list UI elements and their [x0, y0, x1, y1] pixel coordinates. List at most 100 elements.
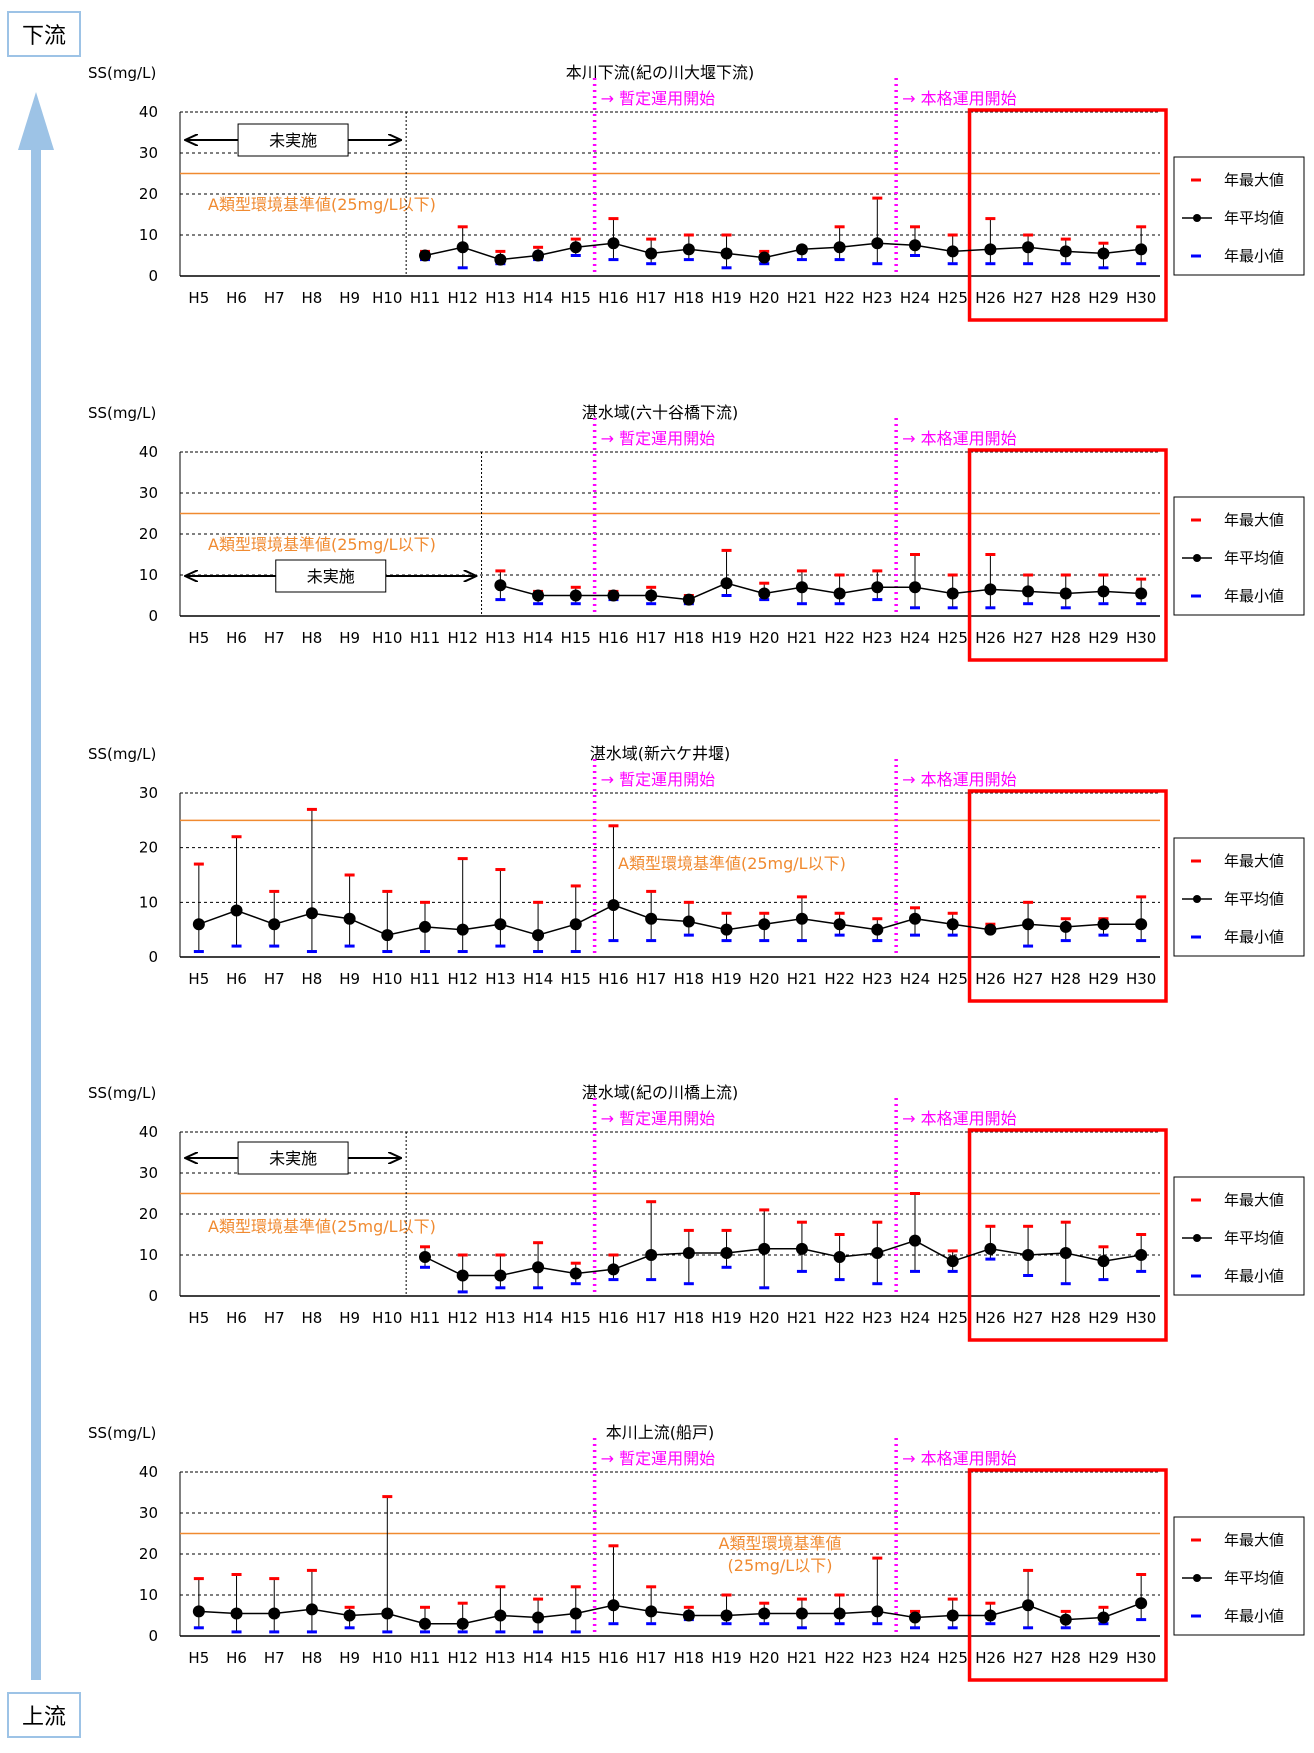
- x-tick-label: H14: [523, 1649, 553, 1667]
- x-tick-label: H25: [938, 289, 968, 307]
- mean-point: [720, 1609, 733, 1622]
- x-tick-label: H5: [188, 1309, 209, 1327]
- x-tick-label: H27: [1013, 1649, 1043, 1667]
- chart-title: 本川下流(紀の川大堰下流): [566, 63, 755, 82]
- x-tick-label: H9: [339, 629, 360, 647]
- flow-arrow-head: [18, 92, 54, 150]
- chart-title: 湛水域(紀の川橋上流): [582, 1083, 739, 1102]
- mean-point: [946, 587, 959, 600]
- mean-point: [268, 1607, 281, 1620]
- mean-point: [569, 1267, 582, 1280]
- mean-point: [645, 1249, 658, 1261]
- mean-point: [192, 918, 205, 931]
- y-axis-unit: SS(mg/L): [88, 745, 156, 763]
- highlight-box: [967, 789, 1168, 1003]
- x-tick-label: H11: [410, 289, 440, 307]
- x-tick-label: H15: [561, 289, 591, 307]
- x-tick-label: H19: [711, 1309, 741, 1327]
- x-tick-label: H15: [561, 1649, 591, 1667]
- x-tick-label: H12: [448, 1649, 478, 1667]
- highlight-box: [967, 108, 1168, 322]
- x-tick-label: H30: [1126, 1649, 1156, 1667]
- x-tick-label: H10: [372, 1309, 402, 1327]
- x-tick-label: H8: [302, 1649, 323, 1667]
- x-tick-label: H13: [485, 1309, 515, 1327]
- chart-4: SS(mg/L) 湛水域(紀の川橋上流) 0 10 20 30 40 H5 H6 H7 H8 H9 H1…: [88, 1083, 1305, 1342]
- provisional-start-label: → 暫定運用開始: [601, 1109, 716, 1128]
- mean-point: [946, 245, 959, 258]
- mean-point: [456, 1269, 469, 1282]
- legend-mean-label: 年平均値: [1224, 209, 1284, 227]
- x-tick-label: H22: [824, 289, 854, 307]
- mean-point: [833, 918, 846, 931]
- y-tick-label: 40: [139, 103, 158, 121]
- mean-point: [720, 247, 733, 260]
- x-tick-label: H29: [1088, 1309, 1118, 1327]
- x-tick-label: H22: [824, 1649, 854, 1667]
- x-tick-label: H24: [900, 289, 930, 307]
- x-tick-label: H15: [561, 970, 591, 988]
- legend-max-label: 年最大値: [1224, 1531, 1284, 1549]
- not-implemented-box: [237, 1141, 349, 1175]
- mean-point: [419, 1251, 431, 1264]
- provisional-start-label: → 暫定運用開始: [601, 1449, 716, 1468]
- mean-point: [946, 1255, 959, 1268]
- legend-mean-marker: [1193, 1574, 1201, 1582]
- mean-point: [532, 1261, 545, 1274]
- x-tick-label: H17: [636, 970, 666, 988]
- x-tick-label: H8: [302, 1309, 323, 1327]
- x-tick-label: H21: [787, 970, 817, 988]
- mean-point: [1059, 587, 1072, 600]
- mean-point: [1059, 920, 1072, 933]
- mean-point: [645, 912, 658, 925]
- mean-point: [1135, 1249, 1148, 1261]
- mean-point: [909, 239, 921, 252]
- x-tick-label: H29: [1088, 629, 1118, 647]
- x-tick-label: H13: [485, 970, 515, 988]
- legend-max-label: 年最大値: [1224, 511, 1284, 529]
- x-tick-label: H22: [824, 970, 854, 988]
- mean-point: [833, 241, 846, 254]
- chart-title: 湛水域(新六ケ井堰): [590, 744, 731, 763]
- mean-point: [456, 241, 469, 254]
- y-tick-label: 30: [139, 1504, 158, 1522]
- y-tick-label: 40: [139, 1463, 158, 1481]
- x-tick-label: H24: [900, 1649, 930, 1667]
- x-tick-label: H26: [975, 629, 1005, 647]
- y-tick-label: 40: [139, 1123, 158, 1141]
- x-tick-label: H14: [523, 970, 553, 988]
- x-tick-label: H10: [372, 629, 402, 647]
- not-implemented-label: 未実施: [269, 131, 317, 150]
- mean-point: [871, 923, 884, 936]
- standard-label: A類型環境基準値(25mg/L以下): [208, 535, 436, 554]
- x-tick-label: H29: [1088, 289, 1118, 307]
- mean-point: [645, 589, 658, 602]
- mean-point: [682, 1246, 695, 1259]
- mean-point: [758, 1242, 771, 1255]
- x-tick-label: H18: [674, 289, 704, 307]
- downstream-label-box: 下流: [7, 11, 81, 57]
- y-axis-unit: SS(mg/L): [88, 1084, 156, 1102]
- standard-label: A類型環境基準値(25mg/L以下): [618, 854, 846, 873]
- x-tick-label: H17: [636, 289, 666, 307]
- mean-point: [833, 1607, 846, 1620]
- mean-point: [909, 1234, 921, 1247]
- x-tick-label: H23: [862, 970, 892, 988]
- provisional-start-label: → 暫定運用開始: [601, 89, 716, 108]
- legend-mean-marker: [1193, 554, 1201, 562]
- mean-point: [1059, 1246, 1072, 1259]
- x-tick-label: H30: [1126, 970, 1156, 988]
- x-tick-label: H16: [598, 289, 628, 307]
- mean-line: [424, 1239, 1142, 1277]
- charts-container: SS(mg/L) 本川下流(紀の川大堰下流) 0 10 20 30 40 H5 H6 H7 H8 H9…: [88, 63, 1305, 1682]
- x-tick-label: H14: [523, 1309, 553, 1327]
- y-axis-unit: SS(mg/L): [88, 1424, 156, 1442]
- y-tick-label: 0: [148, 1287, 158, 1305]
- x-tick-label: H7: [264, 1649, 285, 1667]
- x-tick-label: H6: [226, 289, 247, 307]
- mean-point: [1097, 1255, 1110, 1268]
- mean-point: [569, 589, 582, 602]
- mean-point: [795, 1242, 808, 1255]
- x-tick-label: H16: [598, 970, 628, 988]
- x-tick-label: H10: [372, 970, 402, 988]
